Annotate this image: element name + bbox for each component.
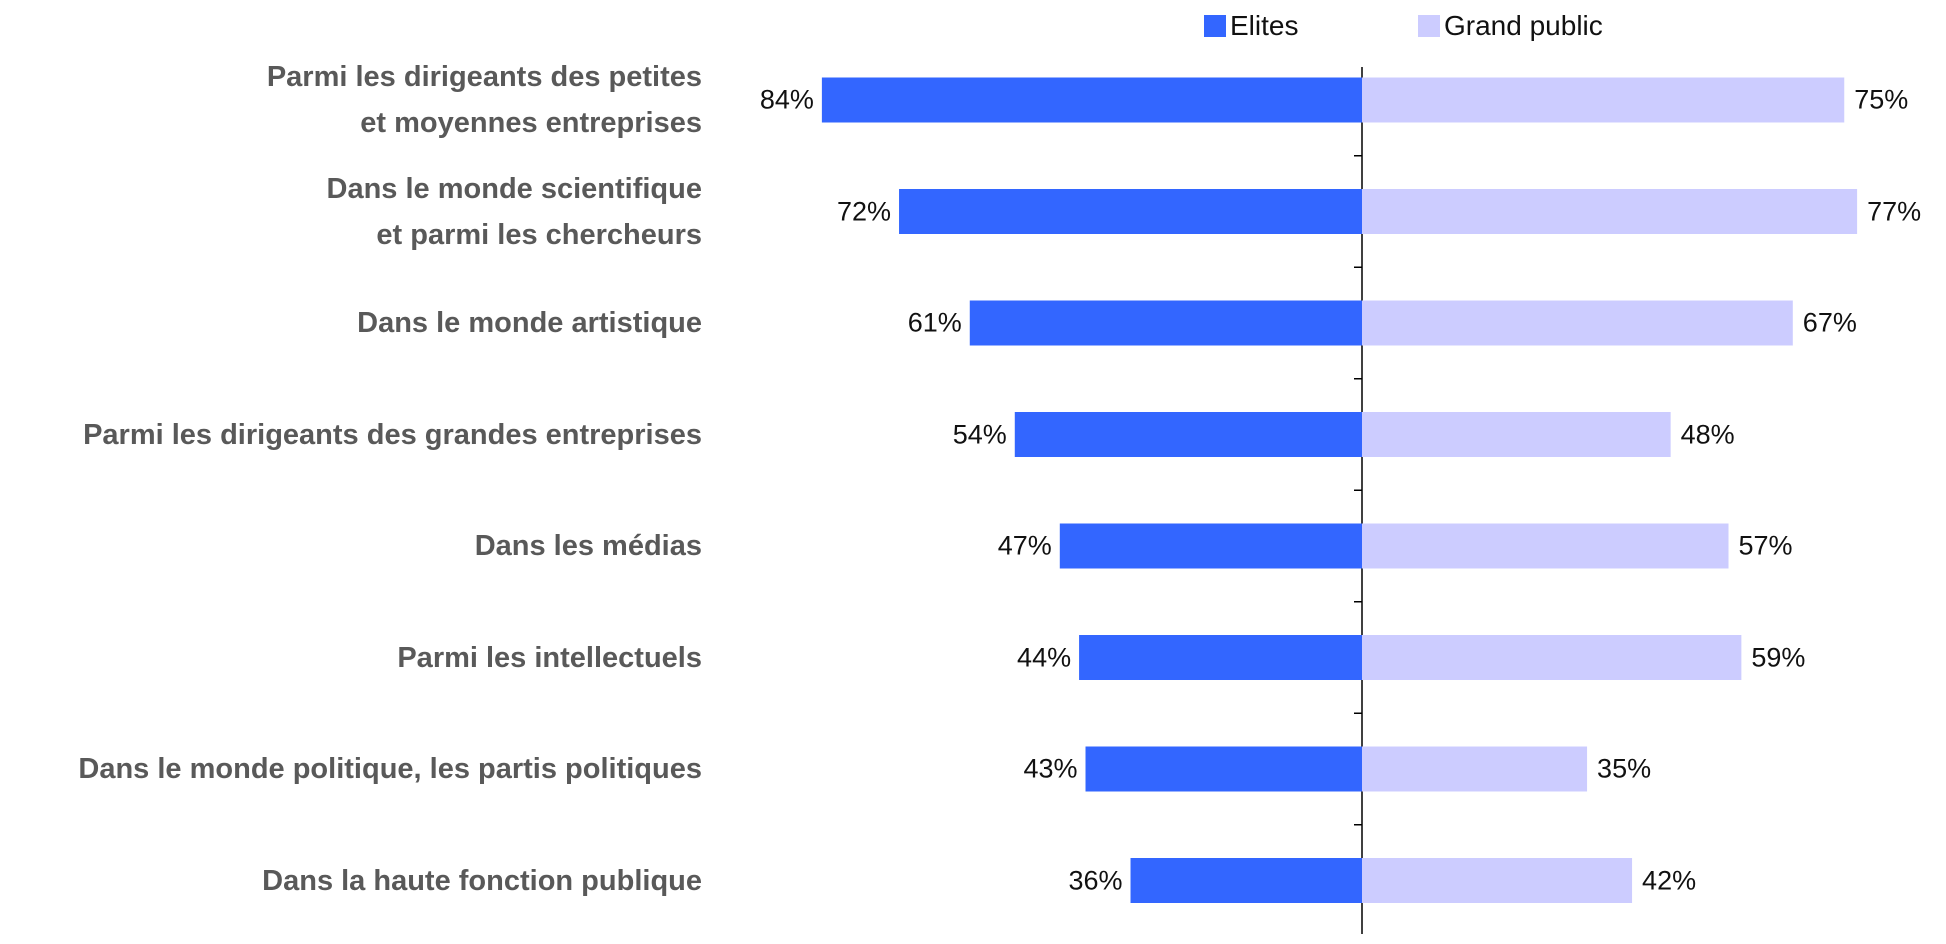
bar <box>1085 746 1362 792</box>
category-label: Dans les médias <box>474 530 702 562</box>
legend-item: Grand public <box>1418 10 1603 42</box>
category-label: Parmi les dirigeants des petites et moye… <box>266 61 702 139</box>
category-label: Dans la haute fonction publique <box>262 864 702 897</box>
value-label: 84% <box>759 84 814 115</box>
value-label: 36% <box>1068 865 1123 895</box>
bar <box>1362 77 1845 123</box>
legend-item: Elites <box>1204 10 1298 42</box>
value-label: 77% <box>1867 196 1922 226</box>
bar <box>1079 635 1362 680</box>
category-label: Parmi les intellectuels <box>397 641 702 674</box>
legend-label: Elites <box>1230 10 1299 41</box>
value-label: 43% <box>1023 753 1078 784</box>
bar <box>1362 523 1729 569</box>
bar <box>1130 858 1362 903</box>
value-label: 61% <box>907 307 962 338</box>
value-label: 67% <box>1802 307 1857 338</box>
value-label: 42% <box>1642 865 1697 895</box>
value-label: 48% <box>1680 419 1735 449</box>
bar <box>1362 746 1588 792</box>
legend-swatch <box>1418 15 1440 37</box>
bar <box>1362 635 1742 680</box>
category-label: Dans le monde politique, les partis poli… <box>78 753 702 785</box>
legend-swatch <box>1204 15 1226 37</box>
bar <box>899 189 1362 234</box>
value-label: 44% <box>1017 642 1072 672</box>
legend-label: Grand public <box>1444 10 1603 41</box>
value-label: 57% <box>1738 530 1793 561</box>
category-label: Dans le monde artistique <box>357 307 702 339</box>
value-label: 59% <box>1751 642 1806 672</box>
category-label: Parmi les dirigeants des grandes entrepr… <box>83 418 702 451</box>
value-label: 47% <box>997 530 1052 561</box>
bar <box>821 77 1362 123</box>
bar <box>1362 412 1671 457</box>
value-label: 72% <box>837 196 892 226</box>
bar <box>1059 523 1362 569</box>
bar <box>1362 189 1858 234</box>
value-label: 54% <box>952 419 1007 449</box>
bar <box>1362 858 1633 903</box>
category-label: Dans le monde scientifique et parmi les … <box>326 172 702 251</box>
value-label: 75% <box>1854 84 1909 115</box>
bar <box>1014 412 1362 457</box>
bar <box>969 300 1362 346</box>
bar <box>1362 300 1793 346</box>
value-label: 35% <box>1597 753 1652 784</box>
